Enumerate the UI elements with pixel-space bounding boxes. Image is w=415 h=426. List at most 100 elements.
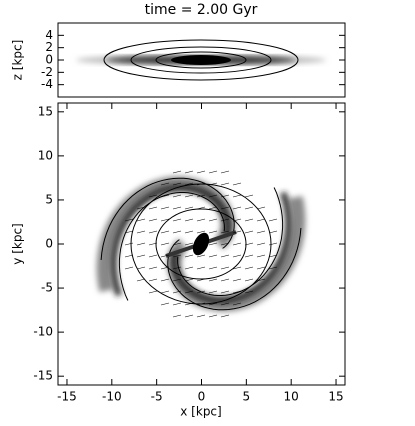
contour: [155, 51, 247, 69]
y-tick-label: 10: [38, 148, 53, 162]
velocity-dash: [172, 170, 182, 174]
velocity-dash: [208, 302, 218, 306]
velocity-dash: [172, 230, 182, 234]
y-tick-label: 0: [45, 237, 53, 251]
velocity-dash: [196, 314, 206, 318]
velocity-dash: [268, 218, 278, 222]
velocity-dash: [220, 218, 230, 222]
velocity-dash: [208, 278, 218, 282]
velocity-dash: [256, 266, 266, 270]
velocity-dash: [220, 254, 230, 258]
contour: [103, 39, 299, 81]
velocity-dash: [232, 230, 242, 234]
velocity-dash: [172, 218, 182, 222]
x-label: x [kpc]: [180, 405, 221, 419]
velocity-dash: [148, 194, 158, 198]
velocity-dash: [196, 230, 206, 234]
velocity-dash: [148, 206, 158, 210]
velocity-dash: [160, 218, 170, 222]
velocity-dash: [172, 302, 182, 306]
y-tick-label: 4: [45, 28, 53, 42]
velocity-dash: [184, 242, 194, 246]
velocity-dash: [208, 182, 218, 186]
velocity-dash: [160, 230, 170, 234]
velocity-dash: [232, 266, 242, 270]
velocity-dash: [244, 254, 254, 258]
velocity-dash: [208, 266, 218, 270]
velocity-dash: [220, 230, 230, 234]
y-tick-label: 0: [45, 53, 53, 67]
velocity-dash: [208, 230, 218, 234]
velocity-dash: [268, 242, 278, 246]
contour: [155, 208, 247, 280]
x-tick-label: -5: [151, 390, 163, 404]
velocity-dash: [148, 278, 158, 282]
spiral-arm: [96, 176, 235, 293]
velocity-dash: [160, 302, 170, 306]
velocity-dash: [196, 266, 206, 270]
velocity-dash: [232, 242, 242, 246]
x-tick-label: 10: [284, 390, 299, 404]
velocity-dash: [172, 290, 182, 294]
velocity-dash: [220, 206, 230, 210]
velocity-dash: [136, 266, 146, 270]
velocity-dash: [220, 302, 230, 306]
velocity-dash: [124, 254, 134, 258]
velocity-dash: [172, 266, 182, 270]
velocity-dash: [208, 254, 218, 258]
y-tick-label: 2: [45, 40, 53, 54]
contour: [130, 46, 272, 74]
velocity-dash: [196, 302, 206, 306]
velocity-dash: [196, 242, 206, 246]
velocity-dash: [124, 218, 134, 222]
velocity-dash: [184, 170, 194, 174]
velocity-dash: [172, 242, 182, 246]
velocity-dash: [232, 206, 242, 210]
velocity-dash: [232, 278, 242, 282]
x-tick-label: 0: [198, 390, 206, 404]
velocity-dash: [184, 314, 194, 318]
velocity-dash: [256, 254, 266, 258]
velocity-dash: [220, 182, 230, 186]
velocity-dash: [160, 182, 170, 186]
velocity-dash: [208, 170, 218, 174]
x-tick-label: 5: [243, 390, 251, 404]
velocity-dash: [196, 290, 206, 294]
velocity-dash: [124, 230, 134, 234]
velocity-dash: [172, 194, 182, 198]
velocity-dash: [160, 290, 170, 294]
velocity-dash: [148, 242, 158, 246]
velocity-dash: [160, 194, 170, 198]
velocity-dash: [220, 290, 230, 294]
velocity-dash: [232, 290, 242, 294]
velocity-dash: [172, 254, 182, 258]
velocity-dash: [208, 242, 218, 246]
velocity-dash: [184, 182, 194, 186]
y-tick-label: -2: [41, 65, 53, 79]
y-tick-label: -10: [33, 325, 53, 339]
velocity-dash: [196, 278, 206, 282]
title: time = 2.00 Gyr: [145, 2, 258, 18]
velocity-dash: [184, 218, 194, 222]
velocity-dash: [124, 266, 134, 270]
velocity-dash: [268, 266, 278, 270]
velocity-dash: [196, 170, 206, 174]
velocity-dash: [148, 266, 158, 270]
bulge: [171, 55, 231, 65]
velocity-dash: [244, 230, 254, 234]
velocity-dash: [148, 254, 158, 258]
y-label: y [kpc]: [11, 223, 25, 264]
velocity-dash: [208, 218, 218, 222]
velocity-dash: [208, 290, 218, 294]
velocity-dash: [124, 242, 134, 246]
velocity-dash: [220, 194, 230, 198]
velocity-dash: [184, 230, 194, 234]
velocity-dash: [172, 182, 182, 186]
velocity-dash: [244, 242, 254, 246]
velocity-dash: [184, 206, 194, 210]
velocity-dash: [208, 314, 218, 318]
velocity-dash: [136, 278, 146, 282]
velocity-dash: [196, 182, 206, 186]
velocity-dash: [256, 278, 266, 282]
